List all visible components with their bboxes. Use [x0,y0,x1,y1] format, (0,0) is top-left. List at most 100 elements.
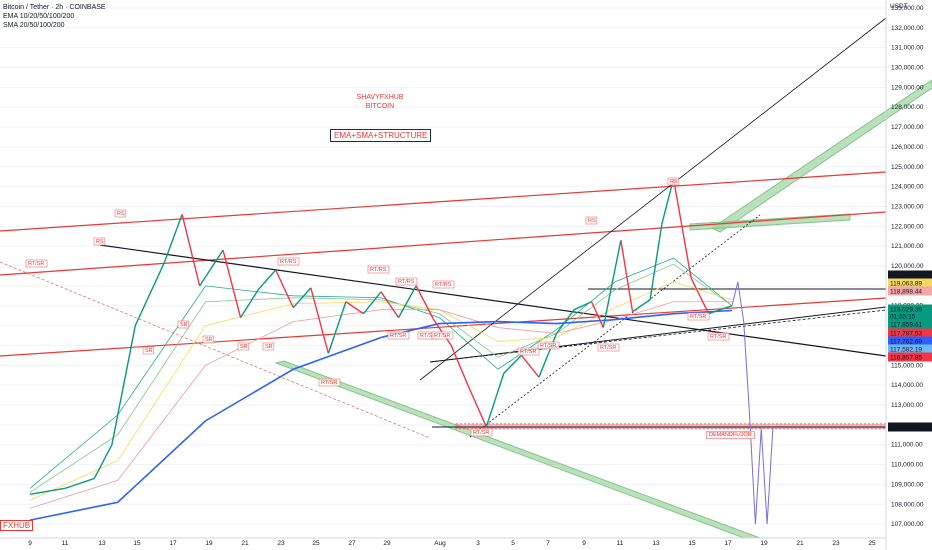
x-tick-label: 9 [582,540,586,547]
structure-label-text: RT/SR [473,430,489,436]
structure-label-box [597,343,620,352]
y-tick-label: 132,000.00 [891,25,924,32]
price-segment [397,285,417,318]
price-tag-value: 01:55:15 [890,314,916,321]
price-segment [590,301,604,328]
structure-label-text: RT/SR [710,334,726,340]
symbol-title[interactable]: Bitcoin / Tether · 2h · COINBASE [3,4,106,11]
y-tick-label: 133,000.00 [891,5,924,12]
y-tick-label: 108,000.00 [891,501,924,508]
price-segment [345,301,364,315]
price-segment [632,299,651,313]
price-tag-value: 117,859.61 [890,322,922,329]
x-tick-label: 23 [277,540,285,547]
structure-label-text: RT/SR [434,333,450,339]
price-tag-box [888,336,932,346]
x-tick-label: 9 [28,540,32,547]
x-tick-label: 19 [760,540,768,547]
x-tick-label: 3 [476,540,480,547]
structure-label-text: RT/RS [370,267,387,273]
price-tag: 119,063.89 [888,278,932,288]
sma-legend[interactable]: SMA 20/50/100/200 [3,22,65,29]
ema-legend[interactable]: EMA 10/20/50/100/200 [3,13,75,20]
descending-dashed-line [0,261,431,439]
structure-label-box [387,331,410,340]
price-segment [134,261,166,326]
structure-label-text: SR [265,344,273,350]
moving-average-line [29,309,733,521]
x-tick-label: 29 [383,540,391,547]
price-tag-value: 118,898.44 [890,289,922,296]
price-segment [485,373,505,428]
y-tick-label: 128,000.00 [891,104,924,111]
price-segment [310,287,330,354]
structure-label-text: RT/SR [420,333,436,339]
price-tag-box [888,270,932,280]
structure-label: RS [667,177,680,186]
demand-floor-zone [455,423,887,430]
structure-label-text: RS [670,179,678,185]
watermark-label: FXHUB [0,520,34,531]
price-tag: 117,582.19 [888,344,932,354]
structure-label-text: RT/RS [398,279,415,285]
structure-label-box [277,257,300,266]
x-tick-label: 15 [688,540,696,547]
structure-label-box [177,320,190,329]
trendlines [0,17,887,439]
moving-averages [29,257,733,521]
structure-label-text: RT/SR [690,314,706,320]
structure-label: RT/SR [431,331,454,340]
x-axis: 9 11 13 15 17 19 21 23 25 27 29 Aug 3 5 7 9 11 13 15 17 19 21… [0,537,886,547]
y-tick-label: 130,000.00 [891,64,924,71]
price-segment [468,386,487,428]
structure-label: RS [585,216,598,225]
price-tag: 117,762.69 [888,336,932,346]
y-tick-label: 131,000.00 [891,45,924,52]
structure-label: SR [202,335,215,344]
resistance-line [0,211,887,276]
projection-line [731,281,774,525]
currency-label: USDT [890,3,908,10]
structure-label: SR [142,346,155,355]
price-segment [222,249,242,318]
y-tick-label: 114,000.00 [891,382,923,389]
structure-label: SR [237,342,250,351]
price-tag-value: 118,029.39 [890,307,922,314]
price-segment [520,354,540,378]
structure-label: RT/SR [687,312,710,321]
resistance-line [0,171,887,232]
x-tick-label: 23 [832,540,840,547]
y-tick-label: 127,000.00 [891,124,924,131]
strategy-box: EMA+SMA+STRUCTURE [330,129,432,142]
y-tick-label: 125,000.00 [891,164,924,171]
structure-label-text: RS [117,211,125,217]
price-tag-value: 119,063.89 [890,281,922,288]
structure-label-box [93,237,106,246]
price-segment [199,249,224,287]
green-channel-zone [711,79,932,233]
price-tag: 119,081.74 [888,270,932,280]
x-tick-label: 27 [348,540,356,547]
y-tick-label: 107,000.00 [891,521,924,528]
price-segment [111,325,136,445]
structure-label-text: RS [588,218,596,224]
x-tick-label: 11 [617,540,624,547]
price-tag-value: 119,081.74 [890,273,922,280]
structure-label-text: RT/RS [280,259,297,265]
moving-average-line [29,263,733,493]
price-tag: 116,857.85 [888,352,932,362]
price-tag-value: 111,899.98 [890,425,922,432]
x-tick-label: 7 [546,540,550,547]
structure-label: RT/SR [318,378,341,387]
price-segment [573,301,592,311]
price-segment [292,287,312,309]
price-segment [649,224,663,300]
y-tick-label: 113,000.00 [891,402,923,409]
structure-label: RT/SR [537,341,560,350]
y-tick-label: 111,000.00 [891,442,923,449]
channel-lower-line [469,214,761,438]
structure-label-text: RT/SR [321,380,337,386]
x-tick-label: 25 [312,540,320,547]
